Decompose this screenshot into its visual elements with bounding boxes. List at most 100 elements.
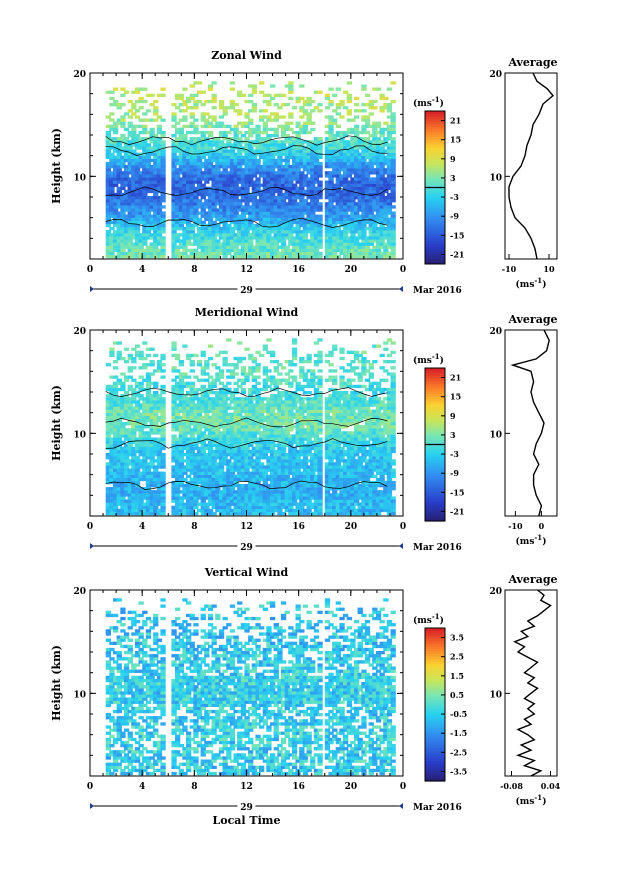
heatmap-cell — [288, 168, 294, 172]
heatmap-cell — [354, 227, 360, 231]
heatmap-cell — [218, 115, 225, 119]
heatmap-cell — [291, 177, 298, 181]
heatmap-cell — [156, 183, 163, 187]
heatmap-cell — [368, 484, 374, 488]
heatmap-cell — [149, 502, 155, 506]
heatmap-cell — [215, 245, 221, 249]
heatmap-cell — [324, 468, 331, 472]
heatmap-cell — [284, 248, 290, 252]
heatmap-cell — [364, 130, 371, 135]
heatmap-cell — [182, 511, 188, 516]
heatmap-cell — [383, 459, 389, 463]
heatmap-cell — [196, 137, 203, 141]
heatmap-cell — [207, 511, 214, 516]
heatmap-cell — [171, 245, 177, 249]
heatmap-cell — [149, 508, 155, 513]
heatmap-cell — [368, 490, 374, 494]
heatmap-cell — [105, 130, 111, 135]
heatmap-cell — [145, 251, 152, 256]
heatmap-cell — [222, 230, 228, 234]
heatmap-cell — [284, 480, 290, 485]
heatmap-cell — [383, 499, 389, 503]
heatmap-cell — [302, 211, 309, 215]
heatmap-cell — [343, 502, 349, 506]
heatmap-cell — [131, 196, 137, 200]
heatmap-cell — [193, 490, 199, 494]
heatmap-cell — [186, 248, 192, 252]
heatmap-cell — [262, 230, 268, 234]
heatmap-cell — [354, 171, 360, 175]
heatmap-cell — [131, 233, 137, 237]
heatmap-cell — [350, 171, 356, 175]
heatmap-cell — [354, 186, 360, 190]
heatmap-cell — [186, 443, 192, 447]
heatmap-cell — [255, 214, 261, 218]
heatmap-cell — [123, 465, 130, 469]
heatmap-cell — [116, 490, 122, 494]
heatmap-cell — [248, 93, 254, 97]
heatmap-cell — [123, 217, 130, 221]
colorbar-segment — [425, 187, 445, 191]
heatmap-cell — [142, 112, 148, 116]
heatmap-cell — [306, 96, 312, 101]
heatmap-cell — [233, 484, 239, 488]
heatmap-cell — [116, 214, 122, 218]
heatmap-cell — [251, 199, 257, 203]
heatmap-cell — [171, 239, 177, 243]
heatmap-cell — [153, 112, 159, 116]
heatmap-cell — [248, 183, 254, 187]
heatmap-cell — [142, 214, 148, 218]
heatmap-cell — [379, 174, 385, 178]
heatmap-cell — [361, 140, 367, 144]
heatmap-cell — [262, 115, 268, 119]
heatmap-cell — [127, 109, 133, 113]
heatmap-cell — [295, 192, 301, 197]
heatmap-cell — [131, 130, 137, 135]
heatmap-cell — [186, 140, 192, 144]
heatmap-cell — [193, 217, 199, 221]
heatmap-cell — [299, 143, 305, 147]
heatmap-cell — [390, 487, 396, 491]
heatmap-cell — [178, 242, 184, 246]
heatmap-cell — [226, 158, 232, 163]
heatmap-cell — [175, 471, 181, 475]
heatmap-cell — [350, 242, 356, 246]
heatmap-cell — [226, 124, 232, 128]
heatmap-cell — [123, 484, 130, 488]
heatmap-cell — [302, 490, 309, 494]
heatmap-cell — [142, 465, 148, 469]
heatmap-cell — [222, 446, 228, 451]
heatmap-cell — [200, 230, 206, 234]
heatmap-cell — [375, 171, 382, 175]
heatmap-cell — [302, 180, 309, 184]
heatmap-cell — [379, 465, 385, 469]
heatmap-cell — [134, 233, 141, 237]
heatmap-cell — [328, 214, 334, 218]
heatmap-cell — [295, 140, 301, 144]
heatmap-cell — [207, 192, 214, 197]
heatmap-cell — [204, 465, 210, 469]
heatmap-cell — [306, 505, 312, 509]
heatmap-cell — [237, 152, 243, 156]
heatmap-cell — [259, 196, 265, 200]
heatmap-cell — [240, 223, 247, 228]
heatmap-cell — [313, 484, 320, 488]
colorbar-segment — [425, 113, 445, 117]
heatmap-cell — [215, 155, 221, 159]
heatmap-cell — [332, 140, 338, 144]
heatmap-cell — [138, 174, 144, 178]
heatmap-cell — [175, 480, 181, 485]
heatmap-cell — [229, 81, 236, 85]
heatmap-cell — [266, 248, 272, 252]
heatmap-cell — [204, 480, 210, 485]
heatmap-cell — [313, 205, 320, 209]
heatmap-cell — [328, 171, 334, 175]
heatmap-cell — [134, 199, 141, 203]
heatmap-cell — [390, 81, 396, 85]
heatmap-cell — [105, 245, 111, 249]
heatmap-cell — [160, 502, 166, 506]
heatmap-cell — [313, 487, 320, 491]
heatmap-cell — [237, 254, 243, 259]
heatmap-cell — [113, 496, 119, 500]
heatmap-cell — [317, 165, 323, 169]
